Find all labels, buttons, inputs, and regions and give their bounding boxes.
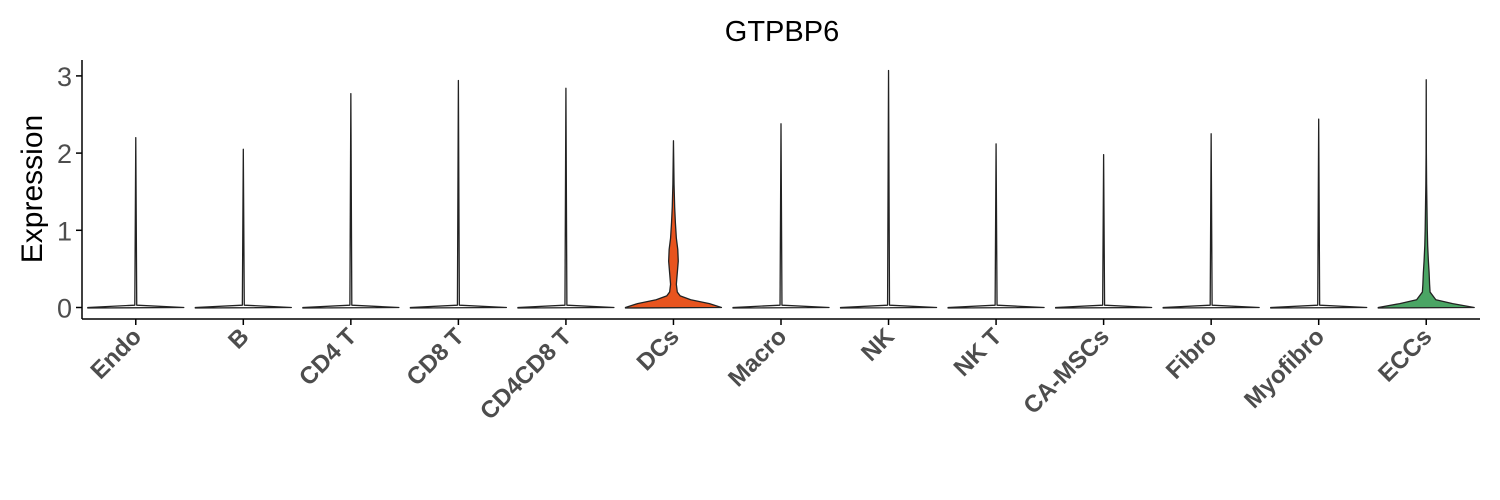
violin-endo — [87, 137, 185, 309]
x-tick-label: CD4 T — [294, 323, 362, 391]
violin-nk — [839, 69, 938, 309]
violin-dcs — [624, 140, 723, 309]
violin-cd4cd8-t — [517, 87, 615, 309]
y-tick-label: 1 — [57, 216, 72, 246]
x-tick-label: ECCs — [1373, 323, 1437, 387]
x-tick-label: Macro — [723, 323, 792, 392]
violin-fibro — [1162, 133, 1260, 309]
violin-group — [87, 69, 1475, 309]
x-tick-label: NK — [856, 323, 900, 367]
x-tick-label: Endo — [85, 323, 147, 385]
x-tick-label: CD8 T — [402, 323, 470, 391]
y-tick-label: 0 — [57, 294, 72, 324]
violin-nk-t — [947, 143, 1045, 309]
violin-b — [194, 148, 292, 309]
chart-title: GTPBP6 — [725, 16, 839, 48]
x-tick-label: DCs — [632, 323, 685, 376]
y-axis-ticks: 0 1 2 3 — [57, 62, 82, 324]
x-tick-label: CA-MSCs — [1018, 323, 1114, 419]
x-axis-ticks: Endo B CD4 T CD8 T CD4CD8 T DCs Macro NK NK T CA-… — [85, 319, 1437, 425]
y-tick-label: 2 — [57, 139, 72, 169]
violin-ca-mscs — [1054, 153, 1153, 309]
x-tick-label: Fibro — [1161, 323, 1223, 385]
violin-macro — [732, 123, 830, 309]
y-axis-title: Expression — [16, 115, 49, 263]
x-tick-label: Myofibro — [1239, 323, 1330, 414]
violin-eccs — [1377, 79, 1475, 309]
x-tick-label: CD4CD8 T — [475, 323, 577, 425]
x-tick-label: NK T — [949, 323, 1008, 382]
violin-cd8-t — [409, 79, 508, 309]
x-tick-label: B — [223, 323, 254, 354]
violin-cd4-t — [302, 93, 400, 309]
violin-myofibro — [1270, 118, 1368, 309]
y-tick-label: 3 — [57, 62, 72, 92]
